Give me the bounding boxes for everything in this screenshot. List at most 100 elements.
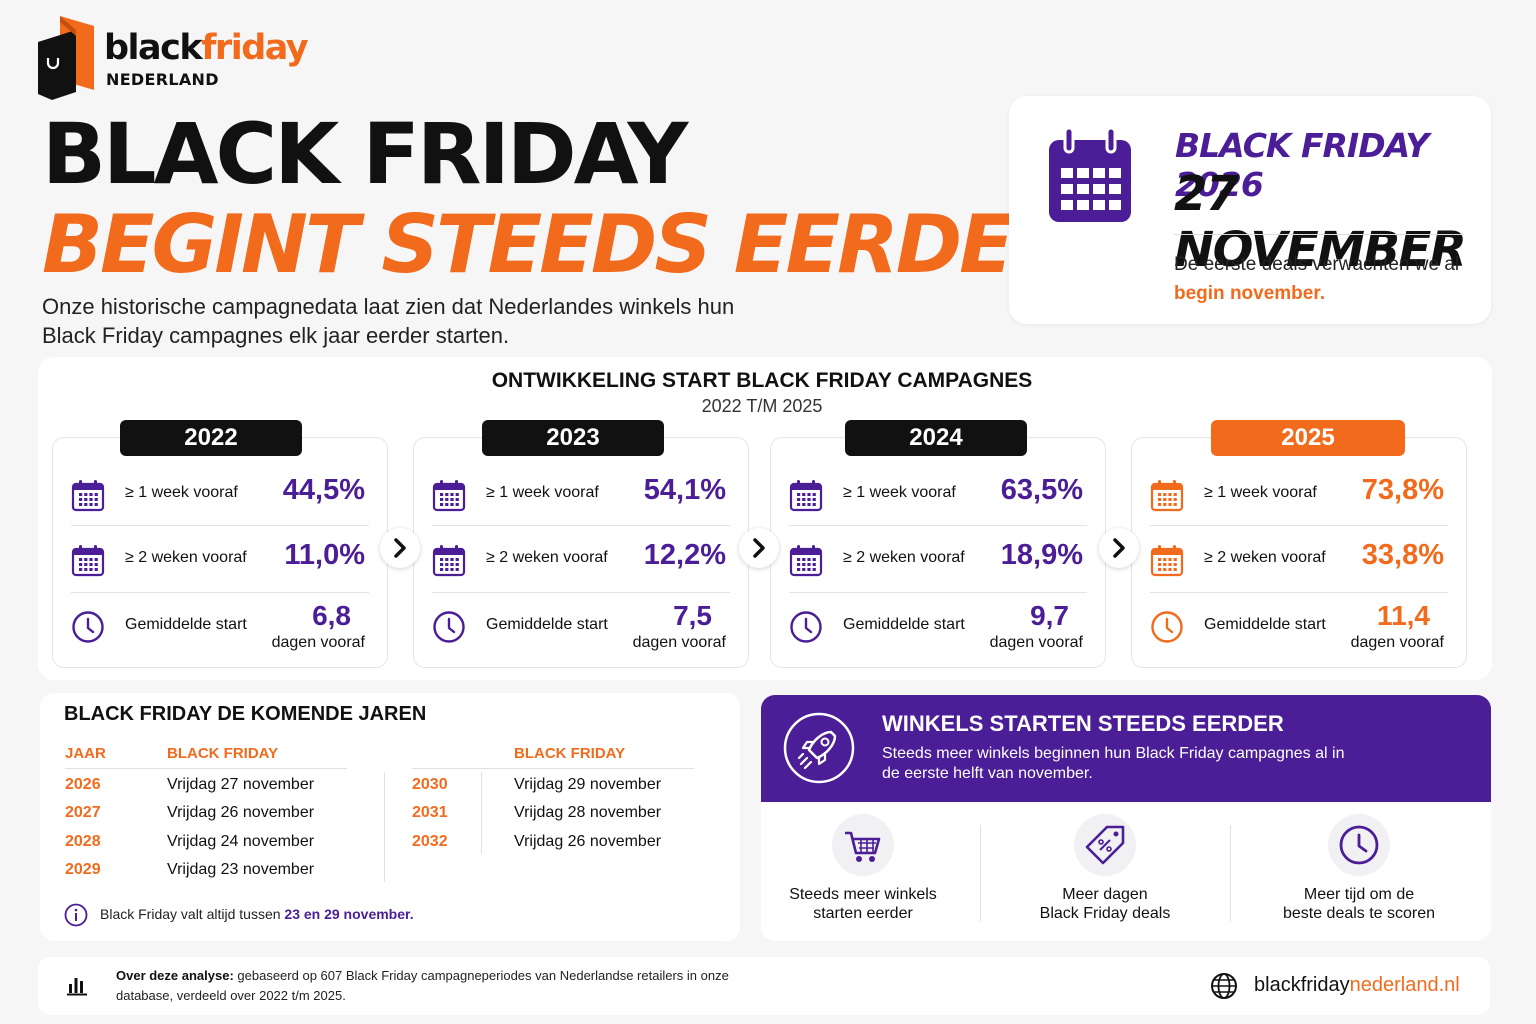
row-divider xyxy=(1150,592,1448,593)
year-card-2022: ≥ 1 week vooraf 44,5% ≥ 2 weken vooraf 1… xyxy=(52,437,388,668)
row-divider xyxy=(1150,525,1448,526)
shops-header: WINKELS STARTEN STEEDS EERDER Steeds mee… xyxy=(761,695,1491,802)
header-rule xyxy=(65,768,347,769)
stat-value: 44,5% xyxy=(282,474,365,506)
chevron-right-icon xyxy=(1113,538,1125,558)
brand-logo[interactable]: blackfriday NEDERLAND xyxy=(38,16,338,100)
year-card-2025: ≥ 1 week vooraf 73,8% ≥ 2 weken vooraf 3… xyxy=(1131,437,1467,668)
stat-unit: dagen vooraf xyxy=(989,634,1083,651)
next-arrow-button[interactable] xyxy=(739,528,779,568)
year-card-2023: ≥ 1 week vooraf 54,1% ≥ 2 weken vooraf 1… xyxy=(413,437,749,668)
stat-label: ≥ 1 week vooraf xyxy=(125,484,238,501)
calendar-icon xyxy=(789,545,823,577)
feature-divider xyxy=(1230,825,1231,921)
next-black-friday-card: BLACK FRIDAY 2026 27 NOVEMBER De eerste … xyxy=(1009,96,1491,324)
feature-divider xyxy=(980,825,981,921)
year-tag: 2022 xyxy=(120,420,302,456)
calendar-icon xyxy=(1049,128,1131,222)
row-divider xyxy=(789,592,1087,593)
feature-line: Meer tijd om de xyxy=(1303,886,1415,903)
stat-row-week1: ≥ 1 week vooraf 54,1% xyxy=(414,464,748,524)
stat-row-average: Gemiddelde start 11,4 dagen vooraf xyxy=(1132,596,1466,656)
year-card-2024: ≥ 1 week vooraf 63,5% ≥ 2 weken vooraf 1… xyxy=(770,437,1106,668)
stat-row-average: Gemiddelde start 6,8 dagen vooraf xyxy=(53,596,387,656)
row-divider xyxy=(71,592,369,593)
stat-value: 12,2% xyxy=(643,539,726,571)
stat-value: 11,0% xyxy=(284,539,365,571)
date-cell: Vrijdag 27 november xyxy=(167,776,315,793)
date-cell: Vrijdag 28 november xyxy=(514,804,662,821)
calendar-icon xyxy=(1150,545,1184,577)
next-arrow-button[interactable] xyxy=(380,528,420,568)
shops-text: Steeds meer winkels beginnen hun Black F… xyxy=(882,745,1345,782)
logo-subtitle: NEDERLAND xyxy=(106,70,219,89)
bar-chart-icon xyxy=(67,978,87,996)
logo-word-friday: friday xyxy=(201,28,308,68)
chevron-right-icon xyxy=(394,538,406,558)
stat-label: Gemiddelde start xyxy=(1204,616,1326,633)
development-title: ONTWIKKELING START BLACK FRIDAY CAMPAGNE… xyxy=(491,369,1033,392)
stat-label: ≥ 1 week vooraf xyxy=(843,484,956,501)
calendar-icon xyxy=(71,545,105,577)
header-rule xyxy=(412,768,694,769)
row-divider xyxy=(71,525,369,526)
info-highlight: 23 en 29 november. xyxy=(284,906,414,922)
year-cell: 2030 xyxy=(412,776,448,793)
development-subtitle: 2022 T/M 2025 xyxy=(701,396,823,416)
discount-tag-icon xyxy=(1074,814,1136,876)
column-header-year: JAAR xyxy=(65,745,106,762)
info-prefix: Black Friday valt altijd tussen xyxy=(100,906,285,922)
stat-value: 7,5 xyxy=(673,600,712,631)
clock-icon xyxy=(433,611,465,643)
clock-icon xyxy=(1151,611,1183,643)
year-tag: 2024 xyxy=(845,420,1027,456)
stat-row-average: Gemiddelde start 7,5 dagen vooraf xyxy=(414,596,748,656)
logo-word-black: black xyxy=(104,28,203,68)
date-cell: Vrijdag 26 november xyxy=(167,804,315,821)
calendar-icon xyxy=(71,480,105,512)
stat-row-average: Gemiddelde start 9,7 dagen vooraf xyxy=(771,596,1105,656)
stat-label: Gemiddelde start xyxy=(125,616,247,633)
globe-icon xyxy=(1211,973,1237,999)
hero-title: BLACK FRIDAY xyxy=(42,105,688,203)
feature-line: Black Friday deals xyxy=(1039,905,1171,922)
stat-value: 63,5% xyxy=(1000,474,1083,506)
column-divider xyxy=(384,772,385,882)
feature-text: Steeds meer winkels starten eerder xyxy=(761,885,973,923)
website-link[interactable]: blackfridaynederland.nl xyxy=(1254,974,1460,997)
next-arrow-button[interactable] xyxy=(1099,528,1139,568)
feature-line: Meer dagen xyxy=(1062,886,1148,903)
row-divider xyxy=(432,525,730,526)
note-highlight: begin november. xyxy=(1174,283,1325,304)
feature-more-time: Meer tijd om de beste deals te scoren xyxy=(1249,813,1469,933)
column-header-black-friday: BLACK FRIDAY xyxy=(167,745,279,762)
upcoming-title: BLACK FRIDAY DE KOMENDE JAREN xyxy=(64,703,427,725)
feature-more-days: Meer dagen Black Friday deals xyxy=(995,813,1215,933)
calendar-icon xyxy=(432,480,466,512)
footer-description: gebaseerd op 607 Black Friday campagnepe… xyxy=(116,968,729,1003)
logo-wordmark: blackfriday xyxy=(104,28,309,68)
info-text: Black Friday valt altijd tussen 23 en 29… xyxy=(100,906,414,922)
date-cell: Vrijdag 24 november xyxy=(167,833,315,850)
stat-unit: dagen vooraf xyxy=(271,634,365,651)
intro-text: Onze historische campagnedata laat zien … xyxy=(42,294,735,348)
clock-icon xyxy=(72,611,104,643)
stat-label: ≥ 2 weken vooraf xyxy=(1204,549,1326,566)
stat-value: 9,7 xyxy=(1030,600,1069,631)
date-card-date: 27 NOVEMBER xyxy=(1174,166,1467,278)
site-part-1: blackfriday xyxy=(1254,974,1350,996)
stat-row-week2: ≥ 2 weken vooraf 11,0% xyxy=(53,529,387,589)
chevron-right-icon xyxy=(753,538,765,558)
shops-panel: WINKELS STARTEN STEEDS EERDER Steeds mee… xyxy=(761,695,1491,941)
date-cell: Vrijdag 26 november xyxy=(514,833,662,850)
stat-row-week2: ≥ 2 weken vooraf 12,2% xyxy=(414,529,748,589)
feature-line: starten eerder xyxy=(813,905,913,922)
stat-label: ≥ 2 weken vooraf xyxy=(486,549,608,566)
date-cell: Vrijdag 23 november xyxy=(167,861,315,878)
year-cell: 2031 xyxy=(412,804,448,821)
site-part-2: nederland.nl xyxy=(1349,974,1460,996)
year-tag: 2025 xyxy=(1211,420,1405,456)
clock-icon xyxy=(1328,814,1390,876)
year-cell: 2029 xyxy=(65,861,101,878)
stat-value: 33,8% xyxy=(1361,539,1444,571)
